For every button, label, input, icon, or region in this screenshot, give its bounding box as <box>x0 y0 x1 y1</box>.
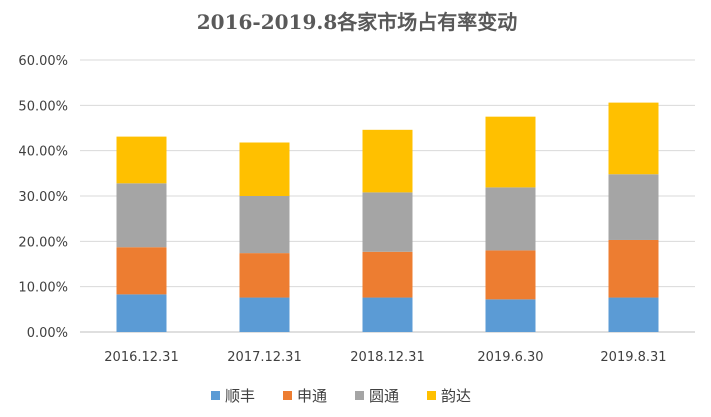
bar-segment <box>485 299 536 332</box>
chart-title: 2016-2019.8各家市场占有率变动 <box>197 10 518 34</box>
x-tick-label: 2017.12.31 <box>227 350 301 365</box>
x-tick-label: 2019.8.31 <box>600 350 666 365</box>
y-tick-label: 40.00% <box>18 145 68 160</box>
legend: 顺丰 申通 圆通 韵达 <box>211 387 471 405</box>
bar-segment <box>362 251 413 298</box>
legend-label: 圆通 <box>369 387 399 405</box>
bar-segment <box>608 297 659 332</box>
legend-swatch <box>211 391 220 400</box>
bar-segment <box>239 253 290 298</box>
legend-label: 韵达 <box>441 387 471 405</box>
legend-label: 申通 <box>297 387 327 405</box>
bar-segment <box>239 142 290 196</box>
bar-segment <box>362 297 413 332</box>
bar-segment <box>239 297 290 332</box>
y-tick-label: 50.00% <box>18 99 68 114</box>
y-tick-label: 60.00% <box>18 54 68 69</box>
y-axis-tick-labels: 0.00% 10.00% 20.00% 30.00% 40.00% 50.00% 60.00… <box>18 54 68 341</box>
bar-segment <box>116 294 167 332</box>
bar-segments <box>116 102 659 332</box>
bar-segment <box>116 247 167 295</box>
y-tick-label: 0.00% <box>27 326 68 341</box>
bar-segment <box>485 116 536 188</box>
bar-segment <box>362 129 413 193</box>
bar-segment <box>608 102 659 175</box>
bar-segment <box>485 187 536 251</box>
bar-segment <box>608 239 659 298</box>
legend-swatch <box>355 391 364 400</box>
x-tick-label: 2016.12.31 <box>104 350 178 365</box>
legend-swatch <box>427 391 436 400</box>
bar-segment <box>116 183 167 248</box>
legend-label: 顺丰 <box>225 387 255 405</box>
y-tick-label: 20.00% <box>18 235 68 250</box>
x-tick-label: 2019.6.30 <box>477 350 543 365</box>
bar-segment <box>116 136 167 184</box>
legend-swatch <box>283 391 292 400</box>
bar-segment <box>608 174 659 240</box>
bar-segment <box>362 192 413 252</box>
y-tick-label: 30.00% <box>18 190 68 205</box>
y-tick-label: 10.00% <box>18 281 68 296</box>
bar-segment <box>485 250 536 300</box>
x-tick-label: 2018.12.31 <box>350 350 424 365</box>
x-axis-tick-labels: 2016.12.31 2017.12.31 2018.12.31 2019.6.30 2… <box>104 350 666 365</box>
bar-segment <box>239 196 290 254</box>
